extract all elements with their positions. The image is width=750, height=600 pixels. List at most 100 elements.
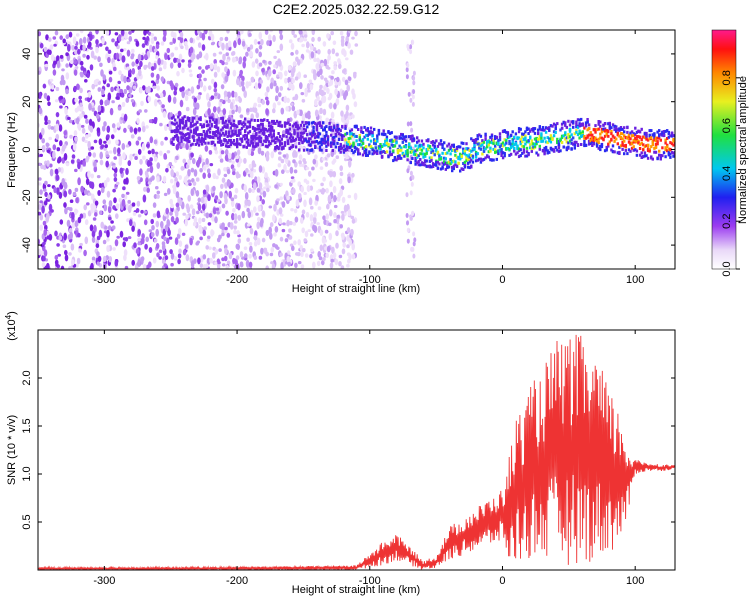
noise-speck [169,211,173,216]
noise-speck [223,255,228,262]
noise-speck [238,56,243,63]
signal-cell [315,140,318,143]
signal-cell [474,150,478,154]
signal-cell [666,143,669,147]
noise-speck [187,62,192,68]
signal-cell [245,145,248,149]
noise-speck [172,184,176,189]
signal-cell [559,128,562,132]
signal-cell [293,139,296,142]
noise-speck [261,99,266,105]
signal-cell [524,134,527,138]
signal-cell [258,138,261,142]
noise-speck [253,102,257,107]
noise-speck [137,136,142,141]
signal-cell [213,120,217,124]
noise-speck [189,37,194,44]
signal-cell [481,152,484,156]
signal-cell [640,141,643,145]
noise-speck [115,52,120,60]
noise-speck [301,209,306,215]
signal-cell [431,162,435,166]
signal-cell [314,136,317,140]
noise-speck [125,97,130,103]
signal-cell [183,115,186,119]
noise-speck [41,262,46,268]
signal-cell [627,140,631,144]
noise-speck [95,39,99,45]
noise-speck [180,142,185,147]
noise-speck [152,85,157,90]
signal-cell [314,140,317,144]
noise-speck [111,38,115,43]
signal-cell [411,157,414,160]
signal-cell [508,142,511,146]
noise-speck [219,191,223,199]
signal-cell [224,119,228,123]
signal-cell [216,130,220,134]
signal-cell [306,133,309,137]
signal-cell [288,136,291,140]
signal-cell [670,150,674,154]
noise-speck [125,191,130,195]
noise-speck [351,137,356,142]
signal-cell [521,151,524,155]
noise-speck [294,216,299,223]
signal-cell [632,132,635,136]
noise-speck [113,197,117,204]
noise-speck [265,99,270,106]
signal-cell [309,132,312,136]
signal-cell [519,154,522,158]
noise-speck [74,107,79,113]
signal-cell [263,129,266,133]
signal-cell [607,130,610,134]
signal-cell [392,139,395,143]
signal-cell [540,128,543,132]
noise-speck [327,54,331,61]
noise-speck [38,70,41,75]
signal-cell [302,148,306,152]
noise-speck [290,52,294,56]
noise-speck [221,203,226,209]
noise-speck [291,105,296,112]
signal-cell [484,134,487,138]
signal-cell [248,143,252,147]
signal-cell [466,147,470,151]
signal-cell [244,122,247,126]
signal-cell [208,127,212,131]
signal-cell [380,132,384,136]
signal-cell [509,146,513,150]
noise-speck [210,42,215,46]
noise-speck [326,203,330,210]
noise-speck [224,96,229,101]
signal-cell [202,130,205,133]
noise-speck [74,49,78,56]
signal-cell [616,132,619,136]
signal-cell [425,151,428,155]
noise-speck [158,249,163,254]
noise-speck [192,158,196,165]
signal-cell [373,141,376,145]
signal-cell [626,130,629,134]
signal-cell [492,158,495,162]
noise-speck [65,63,69,68]
signal-cell [318,148,322,152]
signal-cell [380,145,384,148]
signal-cell [323,137,326,141]
noise-speck [216,66,221,73]
signal-cell [253,129,256,133]
noise-speck [177,253,182,259]
signal-cell [208,116,212,120]
signal-cell [648,137,651,141]
signal-cell [293,128,296,132]
signal-cell [533,144,537,148]
noise-speck [233,220,238,224]
signal-cell [275,119,279,123]
noise-speck [328,102,333,110]
signal-cell [643,136,647,140]
noise-speck [284,238,289,243]
signal-cell [503,154,506,158]
signal-cell [272,132,275,136]
signal-cell [188,140,191,144]
noise-speck [231,160,235,164]
